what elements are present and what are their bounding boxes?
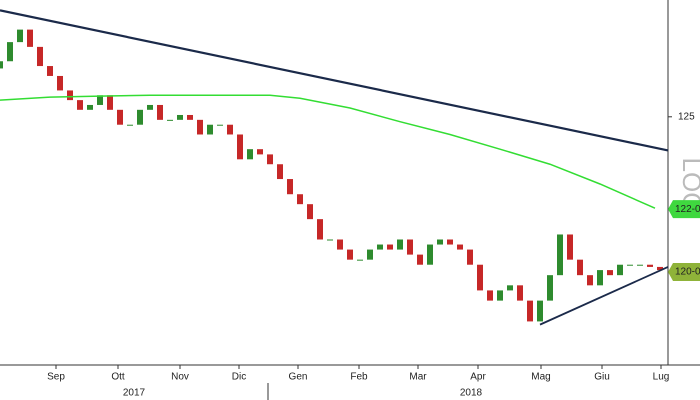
candle	[187, 114, 193, 120]
candle	[517, 285, 523, 301]
candle	[397, 239, 403, 250]
overlay-line	[0, 9, 669, 152]
candle	[67, 90, 73, 101]
candle	[257, 149, 263, 155]
overlay-line	[0, 94, 656, 209]
x-tick-label: Mar	[409, 372, 427, 383]
candle	[127, 124, 133, 126]
candle	[447, 239, 453, 245]
y-tick-label: 125	[678, 111, 695, 122]
candle	[97, 95, 103, 105]
candle	[57, 75, 63, 91]
candle	[637, 264, 643, 266]
candle	[177, 114, 183, 120]
candle	[507, 285, 513, 291]
candle	[487, 290, 493, 301]
x-tick-label: Giu	[594, 372, 610, 383]
candle	[77, 100, 83, 110]
candle	[237, 134, 243, 160]
candle	[307, 204, 313, 220]
candle	[547, 275, 553, 301]
candle	[587, 275, 593, 286]
candle	[117, 109, 123, 125]
candle	[287, 179, 293, 195]
candle	[627, 264, 633, 266]
x-tick-label: Dic	[232, 372, 246, 383]
candle	[577, 259, 583, 276]
price-label: 120-0	[675, 267, 700, 278]
candle	[527, 300, 533, 322]
candle	[297, 194, 303, 205]
candle	[17, 29, 23, 43]
candle	[327, 239, 333, 241]
candle	[437, 239, 443, 245]
candle	[207, 124, 213, 135]
candle	[147, 104, 153, 110]
candle	[467, 249, 473, 265]
candle	[647, 264, 653, 267]
year-label: 2017	[123, 388, 146, 399]
candle	[537, 300, 543, 322]
log-note: LOG	[677, 158, 700, 213]
candle	[607, 270, 613, 276]
overlay-line	[539, 266, 669, 326]
candle	[427, 244, 433, 265]
price-badge	[668, 262, 700, 281]
candle	[47, 66, 53, 76]
candle	[387, 244, 393, 250]
candle	[377, 244, 383, 250]
candle	[567, 234, 573, 260]
x-tick-label: Nov	[171, 372, 189, 383]
candle	[357, 259, 363, 261]
candle	[227, 124, 233, 135]
candle	[477, 264, 483, 291]
x-tick-label: Lug	[653, 372, 670, 383]
candle	[457, 244, 463, 250]
candle	[407, 239, 413, 255]
x-tick-label: Apr	[470, 372, 486, 383]
candle	[267, 154, 273, 165]
price-label: 122-0	[675, 204, 700, 215]
x-tick-label: Ott	[111, 372, 125, 383]
candle	[417, 254, 423, 265]
candle	[27, 29, 33, 47]
candle	[87, 104, 93, 110]
candle	[157, 104, 163, 120]
price-badge	[668, 200, 700, 219]
candle	[657, 266, 663, 271]
candle	[367, 249, 373, 260]
year-label: 2018	[460, 388, 483, 399]
candle	[217, 124, 223, 126]
candle	[107, 95, 113, 110]
candle	[7, 42, 13, 62]
candle	[0, 61, 3, 69]
candle	[337, 239, 343, 250]
candle	[597, 270, 603, 286]
candle	[617, 264, 623, 276]
candle	[197, 119, 203, 135]
candle	[317, 219, 323, 240]
candle	[347, 249, 353, 260]
candle	[497, 290, 503, 301]
candle	[37, 46, 43, 67]
candle	[277, 164, 283, 180]
candle	[137, 109, 143, 125]
x-tick-label: Gen	[289, 372, 308, 383]
x-tick-label: Sep	[47, 372, 65, 383]
x-tick-label: Feb	[350, 372, 368, 383]
candle	[167, 119, 173, 121]
x-tick-label: Mag	[531, 372, 550, 383]
candle	[557, 234, 563, 276]
candle	[247, 149, 253, 160]
